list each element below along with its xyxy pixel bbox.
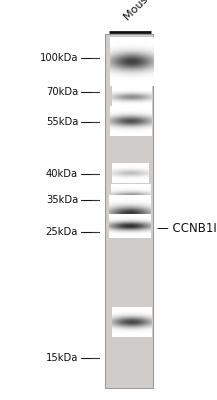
Text: —: — [79,87,92,97]
Text: 55kDa: 55kDa [46,117,78,127]
Text: 25kDa: 25kDa [46,227,78,237]
Text: Mouse heart: Mouse heart [122,0,178,22]
Text: —: — [79,117,92,127]
Text: —: — [79,227,92,237]
Text: —: — [79,169,92,179]
Text: 100kDa: 100kDa [40,53,78,63]
Text: —: — [79,195,92,205]
Text: 35kDa: 35kDa [46,195,78,205]
Text: —: — [79,353,92,363]
Text: —: — [79,53,92,63]
Bar [105,34,153,388]
Text: 70kDa: 70kDa [46,87,78,97]
Text: — CCNB1IP1: — CCNB1IP1 [157,222,217,234]
Text: 40kDa: 40kDa [46,169,78,179]
Text: 15kDa: 15kDa [46,353,78,363]
